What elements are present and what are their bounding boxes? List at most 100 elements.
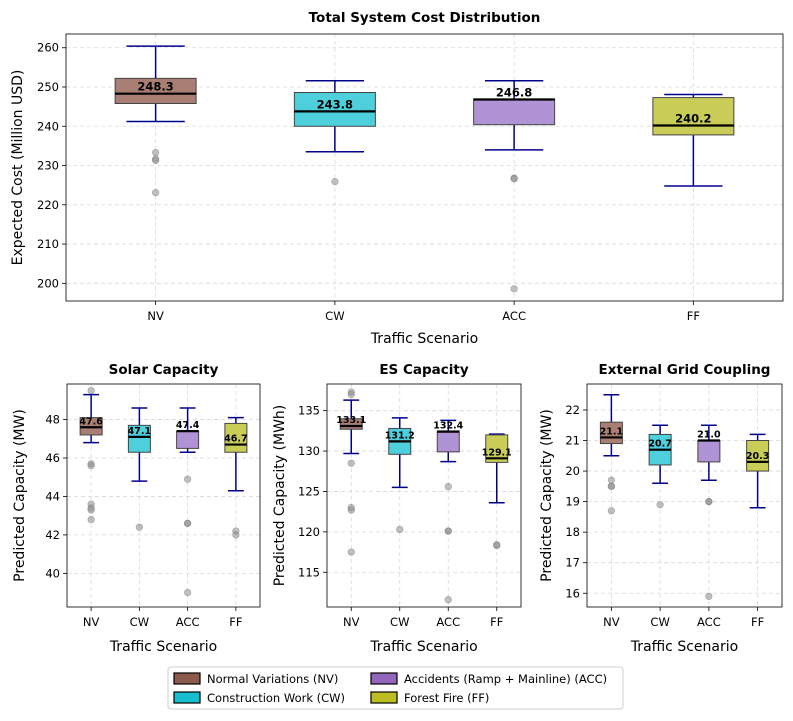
cost-ylabel: Expected Cost (Million USD) bbox=[10, 70, 26, 266]
cost-ytick-label: 240 bbox=[37, 119, 59, 133]
outlier-point bbox=[347, 390, 355, 399]
outlier-point bbox=[444, 596, 452, 604]
median-label: 46.7 bbox=[224, 434, 247, 445]
outlier-point bbox=[331, 178, 339, 186]
iqr-box bbox=[176, 430, 200, 449]
grid-xtick-label: ACC bbox=[697, 615, 721, 629]
cost-box-cw: 243.8 bbox=[293, 79, 376, 186]
legend-swatch bbox=[370, 691, 398, 704]
outlier-point bbox=[493, 541, 501, 550]
es-box-acc: 132.4 bbox=[433, 419, 464, 604]
legend-frame bbox=[167, 666, 624, 710]
es-xlabel: Traffic Scenario bbox=[369, 639, 477, 655]
grid-title: External Grid Coupling bbox=[599, 362, 771, 378]
legend: Normal Variations (NV) Accidents (Ramp + … bbox=[167, 666, 624, 710]
outlier-point bbox=[135, 523, 143, 531]
legend-label: Accidents (Ramp + Mainline) (ACC) bbox=[404, 672, 607, 686]
outlier-point bbox=[444, 483, 452, 491]
solar-box-nv: 47.6 bbox=[79, 387, 103, 524]
iqr-box bbox=[473, 98, 556, 126]
cost-ytick-label: 200 bbox=[37, 276, 59, 290]
outlier-point bbox=[396, 525, 404, 534]
es-xtick-label: NV bbox=[343, 615, 360, 629]
outlier-point bbox=[607, 482, 615, 490]
es-ytick-label: 130 bbox=[298, 444, 320, 458]
outlier-point bbox=[347, 548, 355, 556]
grid-ytick-label: 22 bbox=[565, 403, 580, 417]
median-label: 240.2 bbox=[675, 111, 711, 125]
solar-axes-frame bbox=[66, 383, 261, 608]
iqr-box bbox=[485, 434, 509, 463]
median-label: 133.1 bbox=[336, 415, 366, 426]
median-label: 129.1 bbox=[482, 447, 512, 458]
median-label: 131.2 bbox=[385, 430, 415, 441]
iqr-box bbox=[652, 97, 735, 136]
median-label: 47.1 bbox=[128, 426, 151, 437]
iqr-box bbox=[114, 77, 197, 104]
grid-xtick-label: NV bbox=[603, 615, 620, 629]
iqr-box bbox=[293, 92, 376, 127]
median-label: 47.6 bbox=[79, 416, 103, 427]
median-label: 132.4 bbox=[433, 421, 463, 432]
median-label: 21.0 bbox=[697, 430, 721, 441]
outlier-point bbox=[87, 387, 95, 395]
grid-ytick-label: 19 bbox=[565, 495, 580, 509]
es-box-ff: 129.1 bbox=[482, 433, 512, 550]
grid-ytick-label: 18 bbox=[565, 525, 580, 539]
solar-ytick-label: 46 bbox=[45, 451, 60, 465]
legend-swatch bbox=[173, 691, 201, 704]
outlier-point bbox=[607, 476, 615, 484]
es-axes-frame bbox=[326, 383, 522, 608]
solar-title: Solar Capacity bbox=[109, 362, 219, 378]
cost-box-acc: 246.8 bbox=[473, 79, 556, 293]
grid-xtick-label: CW bbox=[650, 615, 669, 629]
es-box-nv: 133.1 bbox=[336, 388, 366, 556]
cost-axes-frame bbox=[65, 33, 784, 302]
cost-xtick-label: FF bbox=[687, 309, 700, 323]
cost-box-nv: 248.3 bbox=[114, 45, 197, 197]
median-label: 246.8 bbox=[496, 86, 532, 100]
outlier-point bbox=[510, 285, 518, 293]
outlier-point bbox=[87, 506, 95, 514]
grid-box-ff: 20.3 bbox=[746, 433, 769, 509]
cost-panel: 200 210 220 230 240 250 260 NV CW ACC FF Total Syst… bbox=[10, 10, 784, 347]
median-label: 21.1 bbox=[600, 426, 623, 437]
cost-ytick-label: 230 bbox=[37, 159, 59, 173]
legend-swatch bbox=[173, 672, 201, 685]
solar-xtick-label: FF bbox=[229, 615, 242, 629]
legend-label: Construction Work (CW) bbox=[207, 691, 345, 705]
outlier-point bbox=[184, 475, 192, 483]
grid-box-cw: 20.7 bbox=[648, 424, 672, 509]
cost-title: Total System Cost Distribution bbox=[309, 10, 541, 26]
outlier-point bbox=[347, 459, 355, 467]
median-label: 20.7 bbox=[648, 439, 671, 450]
outlier-point bbox=[705, 498, 713, 506]
solar-xtick-label: CW bbox=[130, 615, 149, 629]
cost-xtick-label: CW bbox=[325, 309, 344, 323]
es-xtick-label: CW bbox=[390, 615, 409, 629]
outlier-point bbox=[87, 515, 95, 524]
outlier-point bbox=[656, 501, 664, 509]
es-xtick-label: FF bbox=[490, 615, 503, 629]
es-ylabel: Predicted Capacity (MWh) bbox=[272, 405, 288, 587]
grid-xlabel: Traffic Scenario bbox=[630, 639, 738, 655]
outlier-point bbox=[152, 148, 160, 157]
es-ytick-label: 135 bbox=[298, 404, 320, 418]
legend-label: Forest Fire (FF) bbox=[404, 691, 489, 705]
solar-ylabel: Predicted Capacity (MW) bbox=[12, 409, 28, 582]
grid-axes-frame bbox=[586, 383, 783, 608]
iqr-box bbox=[127, 424, 151, 453]
median-label: 243.8 bbox=[317, 97, 353, 111]
iqr-box bbox=[339, 418, 363, 430]
grid-ytick-label: 21 bbox=[565, 434, 580, 448]
solar-ytick-label: 42 bbox=[45, 528, 60, 542]
outlier-point bbox=[607, 507, 615, 515]
es-title: ES Capacity bbox=[379, 362, 469, 378]
solar-box-ff: 46.7 bbox=[224, 416, 248, 539]
solar-ytick-label: 48 bbox=[45, 413, 60, 427]
grid-box-nv: 21.1 bbox=[600, 393, 623, 515]
iqr-box bbox=[697, 440, 721, 463]
es-ytick-label: 120 bbox=[298, 525, 320, 539]
outlier-point bbox=[444, 527, 452, 535]
